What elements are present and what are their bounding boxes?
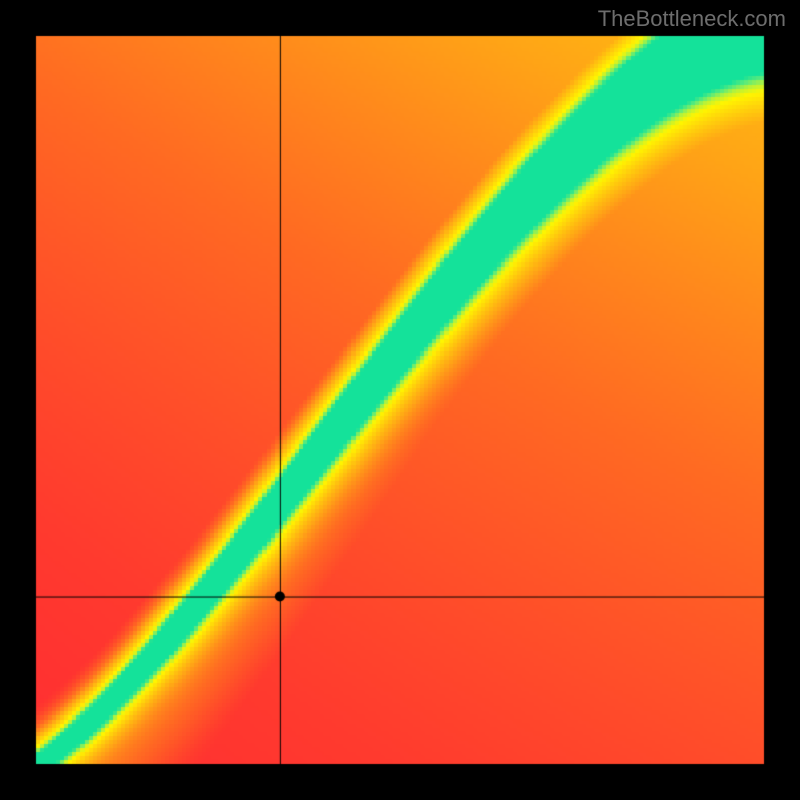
chart-root: TheBottleneck.com bbox=[0, 0, 800, 800]
heatmap-canvas bbox=[0, 0, 800, 800]
attribution-text: TheBottleneck.com bbox=[598, 6, 786, 32]
